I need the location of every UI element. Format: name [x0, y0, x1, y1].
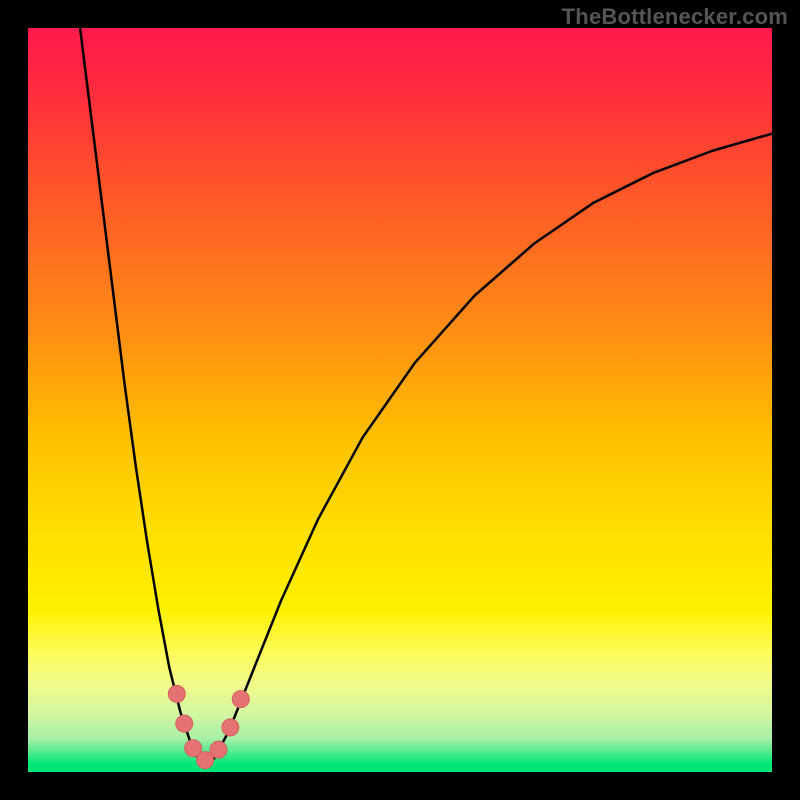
- data-marker: [176, 715, 193, 732]
- watermark-text: TheBottlenecker.com: [562, 4, 788, 30]
- chart-frame: TheBottlenecker.com: [0, 0, 800, 800]
- data-marker: [210, 741, 227, 758]
- chart-svg: [28, 28, 772, 772]
- gradient-background: [28, 28, 772, 772]
- data-marker: [168, 685, 185, 702]
- data-marker: [222, 719, 239, 736]
- plot-area: [28, 28, 772, 772]
- data-marker: [232, 691, 249, 708]
